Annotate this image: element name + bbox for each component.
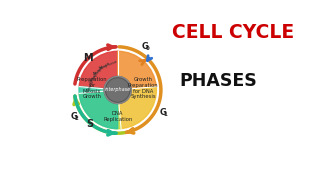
- Text: Metaphase: Metaphase: [88, 64, 105, 84]
- Text: G: G: [159, 108, 166, 117]
- Text: Growth
Preparation
for DNA
Synthesis: Growth Preparation for DNA Synthesis: [128, 77, 159, 99]
- Text: S: S: [86, 119, 93, 129]
- Text: 0: 0: [146, 46, 150, 51]
- Text: 1: 1: [163, 112, 167, 117]
- Text: 2: 2: [75, 116, 79, 121]
- Text: G: G: [142, 42, 149, 51]
- Text: G: G: [71, 112, 78, 122]
- Text: Anaphase: Anaphase: [93, 61, 111, 76]
- Text: M: M: [83, 53, 92, 63]
- Text: PHASES: PHASES: [179, 72, 257, 90]
- Text: CELL CYCLE: CELL CYCLE: [172, 23, 294, 42]
- Text: DNA
Replication: DNA Replication: [103, 111, 132, 122]
- Circle shape: [107, 79, 129, 101]
- Wedge shape: [79, 91, 121, 129]
- Text: interphase: interphase: [105, 87, 131, 93]
- Wedge shape: [119, 87, 156, 129]
- Circle shape: [104, 76, 131, 104]
- Wedge shape: [79, 51, 118, 89]
- Text: Preparation
for
Mitosis
Growth: Preparation for Mitosis Growth: [77, 77, 108, 99]
- Text: Prophase: Prophase: [88, 71, 98, 91]
- Wedge shape: [118, 51, 156, 89]
- Wedge shape: [79, 87, 118, 129]
- Text: Telophase: Telophase: [98, 60, 118, 71]
